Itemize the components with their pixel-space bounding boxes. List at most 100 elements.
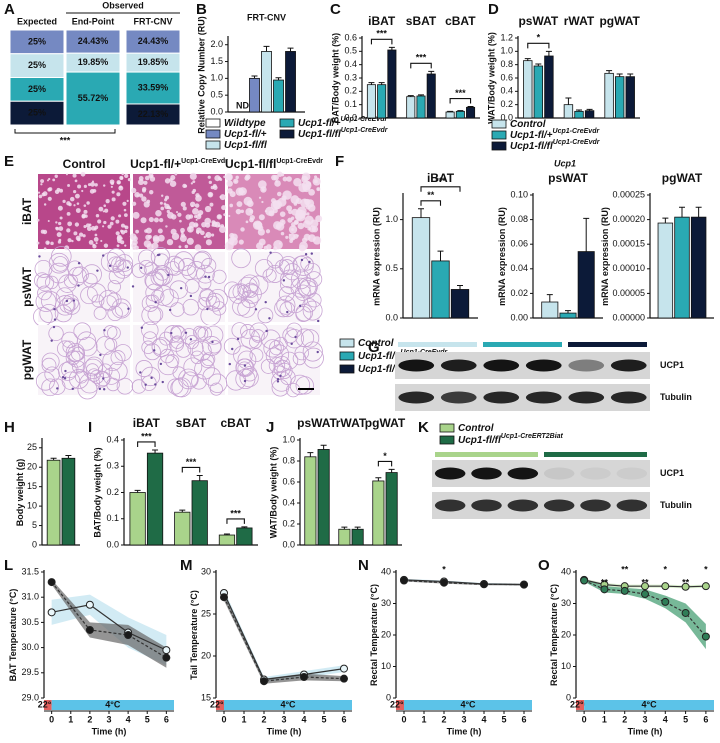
row-label: pgWAT (20, 339, 34, 380)
x-tick-label: 6 (703, 714, 708, 724)
significance: *** (416, 53, 427, 63)
bar (426, 73, 436, 119)
blot-band (483, 359, 520, 372)
blot-band (610, 359, 647, 372)
error-bar (535, 63, 542, 66)
adipocyte (192, 251, 211, 270)
lipid-droplet (103, 184, 106, 187)
lipid-droplet (123, 208, 127, 212)
bar (657, 222, 674, 319)
significance: ** (682, 577, 690, 587)
adipocyte (237, 350, 257, 370)
lipid-droplet (40, 179, 45, 183)
bar (445, 111, 455, 119)
y-axis-label: BAT/Body weight (%) (331, 33, 341, 123)
point (400, 576, 408, 585)
adipocyte (58, 274, 77, 293)
label: Wildtype (224, 118, 266, 129)
legend-swatch (205, 118, 221, 128)
lipid-droplet (188, 214, 194, 219)
legend-swatch (339, 338, 355, 348)
adipocyte (35, 371, 55, 391)
adipocyte (237, 361, 252, 376)
adipocyte (304, 262, 321, 280)
lipid-droplet (67, 221, 73, 227)
condition-bar (216, 700, 224, 710)
x-tick-label: 5 (145, 714, 150, 724)
lipid-droplet (140, 217, 147, 224)
panel-label: L (4, 557, 13, 574)
lipid-droplet (249, 209, 254, 214)
nucleus (99, 353, 102, 357)
nucleus (204, 275, 207, 278)
error-bar (320, 444, 327, 450)
bar (191, 480, 208, 546)
adipocyte (240, 324, 255, 339)
lipid-droplet (204, 205, 212, 213)
lipid-droplet (65, 173, 68, 176)
condition-label: 4°C (105, 699, 121, 709)
lipid-droplet (182, 183, 187, 189)
lipid-droplet (36, 241, 40, 245)
x-tick-label: 2 (87, 714, 92, 724)
adipocyte (257, 307, 274, 324)
adipocyte (302, 300, 323, 321)
blot-band (525, 359, 562, 372)
bar (604, 72, 614, 119)
band-label: Tubulin (660, 500, 692, 510)
bracket (420, 200, 442, 206)
lipid-droplet (290, 216, 295, 220)
label: Control (458, 423, 494, 434)
adipocyte (201, 336, 222, 356)
adipocyte (201, 258, 217, 274)
lipid-droplet (141, 196, 147, 202)
adipocyte (101, 295, 118, 312)
point (162, 646, 171, 655)
y-tick-label: 0.00025 (612, 189, 645, 199)
panel-label: F (335, 153, 344, 170)
bar (541, 301, 559, 319)
group-label: rWAT (564, 14, 595, 28)
lipid-droplet (92, 188, 97, 193)
bracket (527, 42, 550, 49)
condition-label: 4°C (280, 699, 296, 709)
point (300, 673, 308, 681)
lipid-droplet (308, 234, 316, 242)
y-tick-label: 0.4 (106, 434, 119, 444)
adipocyte (260, 359, 276, 374)
adipocyte (212, 301, 227, 316)
lipid-droplet (111, 190, 115, 194)
panel-label: J (266, 419, 274, 436)
y-tick-label: 0.10 (510, 189, 528, 199)
nucleus (179, 286, 183, 290)
lipid-droplet (80, 171, 86, 177)
lipid-droplet (165, 225, 168, 228)
x-tick-label: 5 (501, 714, 506, 724)
adipocyte (187, 261, 206, 280)
error-bar (679, 206, 685, 218)
y-tick-label: 29.5 (21, 667, 39, 677)
y-tick-label: 30 (201, 566, 211, 576)
label: Ucp1-fl/+Ucp1-CreEvdr (298, 116, 388, 129)
blot-band (543, 467, 575, 480)
lipid-droplet (62, 199, 66, 203)
adipocyte (145, 294, 160, 309)
group-label: iBAT (133, 416, 161, 430)
row-label: psWAT (20, 266, 34, 306)
group-label: pgWAT (662, 171, 703, 185)
adipocyte (142, 331, 158, 346)
lipid-droplet (240, 209, 244, 214)
group-label: rWAT (336, 416, 367, 430)
label: Ucp1-fl/flUcp1-CreEvdr (510, 139, 601, 152)
lipid-droplet (296, 234, 299, 237)
bar (372, 480, 385, 546)
lipid-droplet (109, 179, 115, 185)
lipid-droplet (109, 221, 114, 226)
lipid-droplet (66, 228, 71, 233)
lipid-droplet (73, 204, 76, 207)
error-bar (65, 455, 72, 459)
significance: ** (621, 564, 629, 574)
lane-group-bar (435, 452, 538, 457)
bar (351, 528, 364, 546)
lipid-droplet (164, 178, 171, 184)
